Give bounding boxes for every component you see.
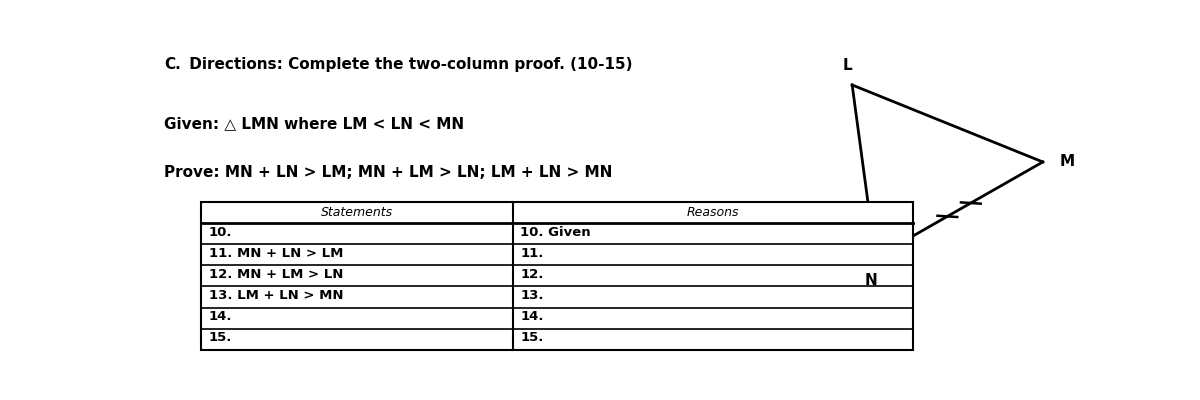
Text: 10. Given: 10. Given (520, 226, 590, 239)
Text: Reasons: Reasons (686, 206, 739, 219)
Text: 10.: 10. (209, 226, 232, 239)
Text: Prove: MN + LN > LM; MN + LM > LN; LM + LN > MN: Prove: MN + LN > LM; MN + LM > LN; LM + … (164, 165, 612, 180)
Text: 11. MN + LN > LM: 11. MN + LN > LM (209, 247, 343, 260)
Text: 13. LM + LN > MN: 13. LM + LN > MN (209, 289, 343, 302)
Text: L: L (842, 58, 852, 73)
Text: 12.: 12. (520, 268, 544, 281)
Text: 14.: 14. (520, 310, 544, 323)
Text: 14.: 14. (209, 310, 232, 323)
Text: C.: C. (164, 57, 181, 72)
Bar (202, 202, 912, 350)
Text: 15.: 15. (209, 331, 232, 344)
Text: M: M (1060, 154, 1075, 170)
Text: Given: △ LMN where LM < LN < MN: Given: △ LMN where LM < LN < MN (164, 116, 464, 131)
Text: 12. MN + LM > LN: 12. MN + LM > LN (209, 268, 343, 281)
Text: 13.: 13. (520, 289, 544, 302)
Text: Statements: Statements (320, 206, 392, 219)
Text: Directions: Complete the two-column proof. (10-15): Directions: Complete the two-column proo… (185, 57, 632, 72)
Text: 15.: 15. (520, 331, 544, 344)
Text: N: N (864, 273, 877, 288)
Text: 11.: 11. (520, 247, 544, 260)
